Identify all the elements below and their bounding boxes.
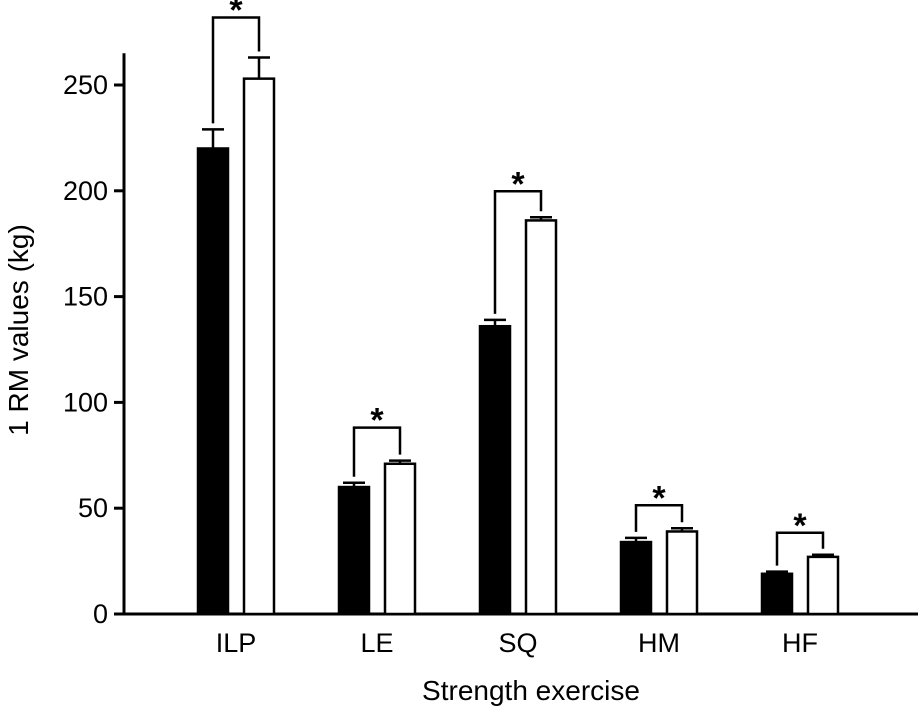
bar-le-series1 xyxy=(337,485,371,616)
significance-bracket xyxy=(493,190,543,314)
bar-le-series2 xyxy=(383,462,417,616)
bar-sq-series1 xyxy=(478,324,512,616)
y-tick-label: 50 xyxy=(78,493,108,523)
bars xyxy=(196,77,840,616)
bar-hm-series1 xyxy=(619,540,653,616)
x-axis-title: Strength exercise xyxy=(422,675,640,706)
error-bars xyxy=(202,56,834,574)
bar-hf-series1 xyxy=(760,572,794,616)
y-axis-title: 1 RM values (kg) xyxy=(3,224,34,436)
y-tick-label: 250 xyxy=(63,70,108,100)
x-tick-label-hm: HM xyxy=(638,628,680,658)
significance-bracket xyxy=(211,16,261,124)
y-tick-label: 100 xyxy=(63,387,108,417)
x-tick-label-sq: SQ xyxy=(498,628,537,658)
significance-star: * xyxy=(229,0,243,29)
significance-star: * xyxy=(370,402,384,440)
significance-star: * xyxy=(793,507,807,545)
y-tick-label: 0 xyxy=(93,599,108,629)
labels: 0 50 100 150 200 250 * ILP * LE * SQ * HM * HF xyxy=(63,0,818,658)
significance-bracket xyxy=(634,504,684,532)
y-tick-label: 150 xyxy=(63,282,108,312)
x-tick-label-le: LE xyxy=(360,628,393,658)
bar-hm-series2 xyxy=(665,530,699,616)
bar-ilp-series1 xyxy=(196,147,230,616)
y-tick-label: 200 xyxy=(63,176,108,206)
bar-ilp-series2 xyxy=(242,77,276,616)
x-tick-label-hf: HF xyxy=(782,628,818,658)
significance-brackets xyxy=(211,16,825,566)
bar-sq-series2 xyxy=(524,219,558,616)
significance-star: * xyxy=(652,479,666,517)
x-tick-label-ilp: ILP xyxy=(216,628,257,658)
bar-hf-series2 xyxy=(806,555,840,616)
significance-bracket xyxy=(775,531,825,566)
significance-bracket xyxy=(352,426,402,477)
significance-star: * xyxy=(511,165,525,203)
